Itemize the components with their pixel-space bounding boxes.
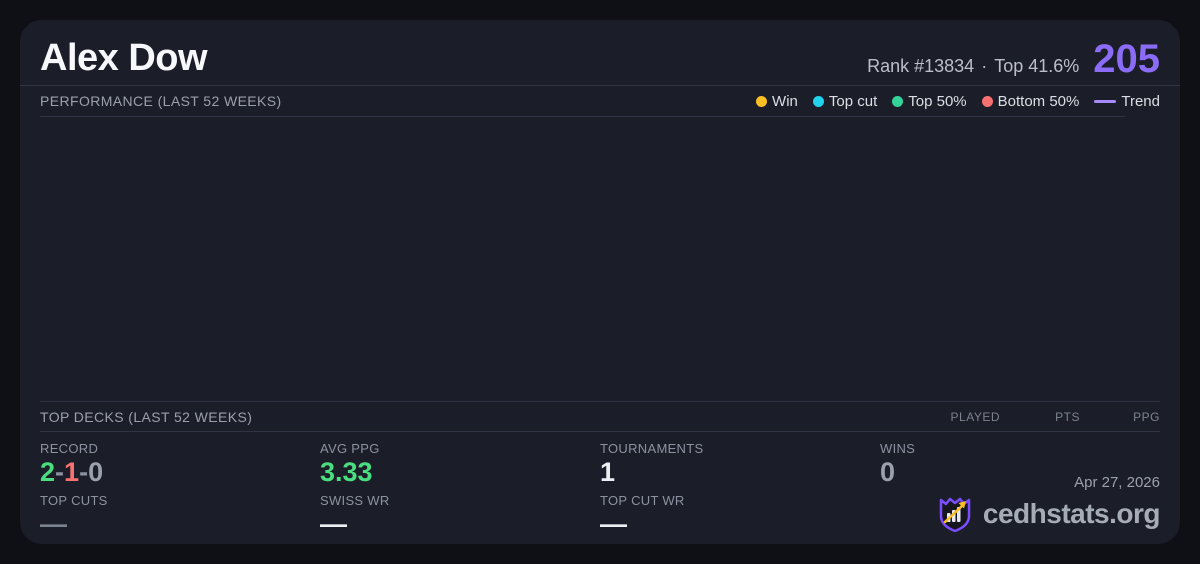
record-draws: 0 bbox=[88, 457, 104, 487]
rank-separator: · bbox=[981, 56, 988, 76]
rank-label: Rank #13834 bbox=[867, 56, 975, 76]
rank-text: Rank #13834 · Top 41.6% bbox=[867, 56, 1079, 77]
top-cut-wr-value: — bbox=[600, 509, 627, 539]
trend-line-icon bbox=[1094, 99, 1117, 103]
legend-label: Trend bbox=[1121, 92, 1160, 110]
rank-summary: Rank #13834 · Top 41.6% 205 bbox=[867, 37, 1160, 81]
legend-item-top-cut: Top cut bbox=[812, 92, 878, 110]
bottom50-dot-icon bbox=[981, 95, 993, 107]
percentile-label: Top 41.6% bbox=[994, 56, 1080, 76]
stat-tournaments: TOURNAMENTS 1 bbox=[600, 441, 880, 493]
card-header: Alex Dow Rank #13834 · Top 41.6% 205 bbox=[20, 20, 1180, 86]
record-separator: - bbox=[79, 457, 89, 487]
cedhstats-logo-icon bbox=[939, 497, 971, 533]
record-value: 2-1-0 bbox=[40, 457, 320, 488]
record-losses: 1 bbox=[64, 457, 80, 487]
record-wins: 2 bbox=[40, 457, 56, 487]
stat-avg-ppg: AVG PPG 3.33 bbox=[320, 441, 600, 493]
performance-chart-area bbox=[20, 117, 1180, 401]
stat-top-cut-wr: TOP CUT WR — bbox=[600, 493, 880, 544]
stat-label: SWISS WR bbox=[320, 493, 390, 508]
legend-item-top50: Top 50% bbox=[892, 92, 967, 110]
top50-dot-icon bbox=[892, 95, 904, 107]
legend-label: Top cut bbox=[828, 92, 878, 110]
top-cut-dot-icon bbox=[812, 95, 824, 107]
stat-swiss-wr: SWISS WR — bbox=[320, 493, 600, 544]
top-decks-section-title: TOP DECKS (LAST 52 WEEKS) bbox=[40, 408, 253, 425]
performance-section-title: PERFORMANCE (LAST 52 WEEKS) bbox=[40, 93, 282, 109]
player-stats-card: Alex Dow Rank #13834 · Top 41.6% 205 PERFO… bbox=[20, 20, 1180, 544]
points-value: 205 bbox=[1093, 37, 1160, 81]
stat-record: RECORD 2-1-0 bbox=[40, 441, 320, 493]
legend-label: Bottom 50% bbox=[997, 92, 1080, 110]
legend-item-win: Win bbox=[756, 93, 798, 110]
chart-legend: Win Top cut Top 50% Bottom 50% Trend bbox=[756, 93, 1160, 110]
stat-label: RECORD bbox=[40, 441, 99, 456]
stat-top-cuts: TOP CUTS — bbox=[40, 493, 320, 544]
top-decks-bottom-divider bbox=[40, 431, 1160, 432]
record-separator: - bbox=[55, 457, 65, 487]
brand-name: cedhstats.org bbox=[982, 498, 1161, 529]
avg-ppg-value: 3.33 bbox=[320, 457, 373, 487]
legend-item-trend: Trend bbox=[1094, 93, 1160, 110]
legend-item-bottom50: Bottom 50% bbox=[981, 92, 1080, 110]
page-title: Alex Dow bbox=[40, 37, 208, 79]
top-decks-top-divider bbox=[40, 401, 1160, 402]
top-cuts-value: — bbox=[40, 509, 67, 539]
brand-row: cedhstats.org bbox=[935, 494, 1161, 534]
legend-label: Win bbox=[772, 92, 798, 110]
card-footer: Apr 27, 2026 cedhstats.org bbox=[935, 474, 1161, 534]
column-header-pts: PTS bbox=[1055, 409, 1080, 424]
stats-grid: RECORD 2-1-0 AVG PPG 3.33 TOURNAMENTS 1 … bbox=[20, 432, 1180, 544]
wins-value: 0 bbox=[880, 457, 896, 487]
legend-label: Top 50% bbox=[908, 92, 967, 110]
top-decks-header: TOP DECKS (LAST 52 WEEKS) PLAYED PTS PPG bbox=[20, 402, 1180, 431]
win-dot-icon bbox=[756, 95, 768, 107]
stat-label: WINS bbox=[880, 441, 916, 456]
stat-wins: WINS 0 bbox=[880, 441, 1160, 493]
column-header-played: PLAYED bbox=[950, 409, 1000, 424]
stat-label: TOP CUT WR bbox=[600, 493, 685, 508]
top-decks-column-headers: PLAYED PTS PPG bbox=[920, 410, 1160, 424]
column-header-ppg: PPG bbox=[1133, 409, 1160, 424]
tournaments-value: 1 bbox=[600, 457, 616, 487]
performance-header: PERFORMANCE (LAST 52 WEEKS) Win Top cut … bbox=[20, 86, 1180, 116]
stat-label: AVG PPG bbox=[320, 441, 380, 456]
swiss-wr-value: — bbox=[320, 509, 347, 539]
date-label: Apr 27, 2026 bbox=[1074, 474, 1160, 491]
stat-label: TOP CUTS bbox=[40, 493, 108, 508]
stat-label: TOURNAMENTS bbox=[600, 441, 704, 456]
performance-divider bbox=[40, 116, 1125, 117]
